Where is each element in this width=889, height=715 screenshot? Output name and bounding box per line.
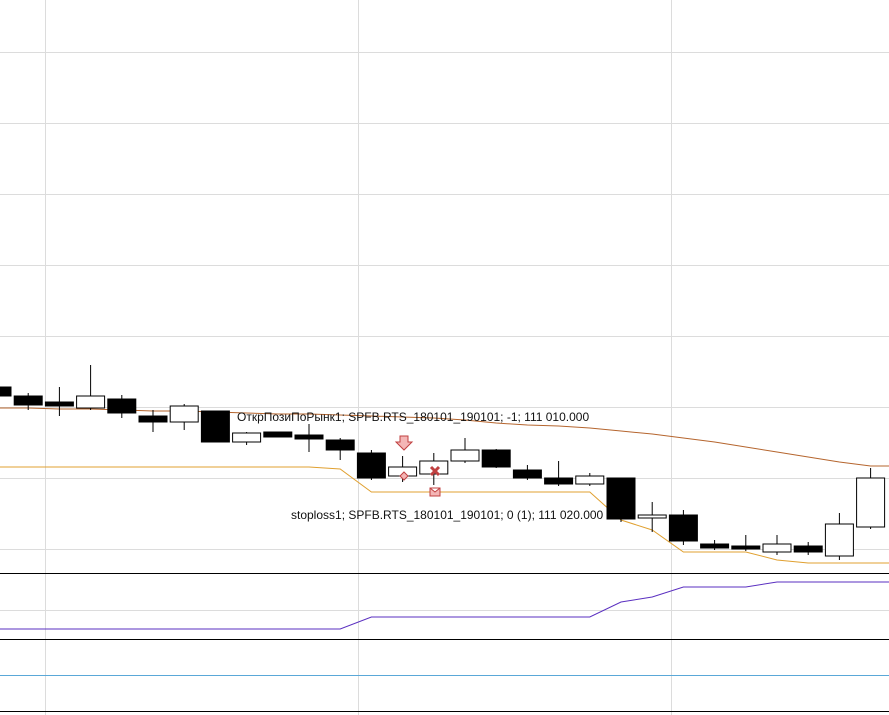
- candle-body: [13, 395, 43, 406]
- annotation: ОткрПозиПоРынк1; SPFB.RTS_180101_190101;…: [237, 410, 589, 424]
- indicator-line: [0, 407, 889, 467]
- candle-body: [856, 477, 886, 528]
- candle-body: [544, 477, 574, 485]
- candle-body: [263, 431, 293, 438]
- candle-body: [481, 449, 511, 468]
- candle-body: [668, 514, 698, 542]
- annotation: stoploss1; SPFB.RTS_180101_190101; 0 (1)…: [291, 508, 604, 522]
- candle-body: [232, 432, 262, 443]
- candle-body: [762, 543, 792, 553]
- candle-body: [637, 514, 667, 519]
- candle-body: [824, 523, 854, 557]
- candle-body: [0, 386, 12, 397]
- candle-body: [107, 398, 137, 414]
- entry-marker: [399, 471, 409, 481]
- candle-body: [700, 543, 730, 549]
- candle-body: [793, 545, 823, 553]
- candle-body: [294, 434, 324, 440]
- candle-body: [575, 475, 605, 485]
- indicator-line: [0, 466, 889, 564]
- candle-body: [450, 449, 480, 462]
- candle-body: [200, 410, 230, 443]
- exit-marker: [429, 465, 441, 477]
- marks: [0, 365, 889, 630]
- stop-marker: [429, 487, 441, 497]
- indicator-line: [0, 581, 889, 630]
- candle-body: [169, 405, 199, 423]
- candle-body: [138, 415, 168, 423]
- candle-body: [606, 477, 636, 520]
- sell-arrow: [394, 435, 414, 451]
- candle-body: [356, 452, 386, 479]
- candle-body: [44, 401, 74, 407]
- candle-body: [512, 469, 542, 479]
- candle-body: [76, 395, 106, 409]
- trade-markers: [394, 435, 441, 497]
- candle-body: [325, 439, 355, 451]
- candle-body: [731, 545, 761, 550]
